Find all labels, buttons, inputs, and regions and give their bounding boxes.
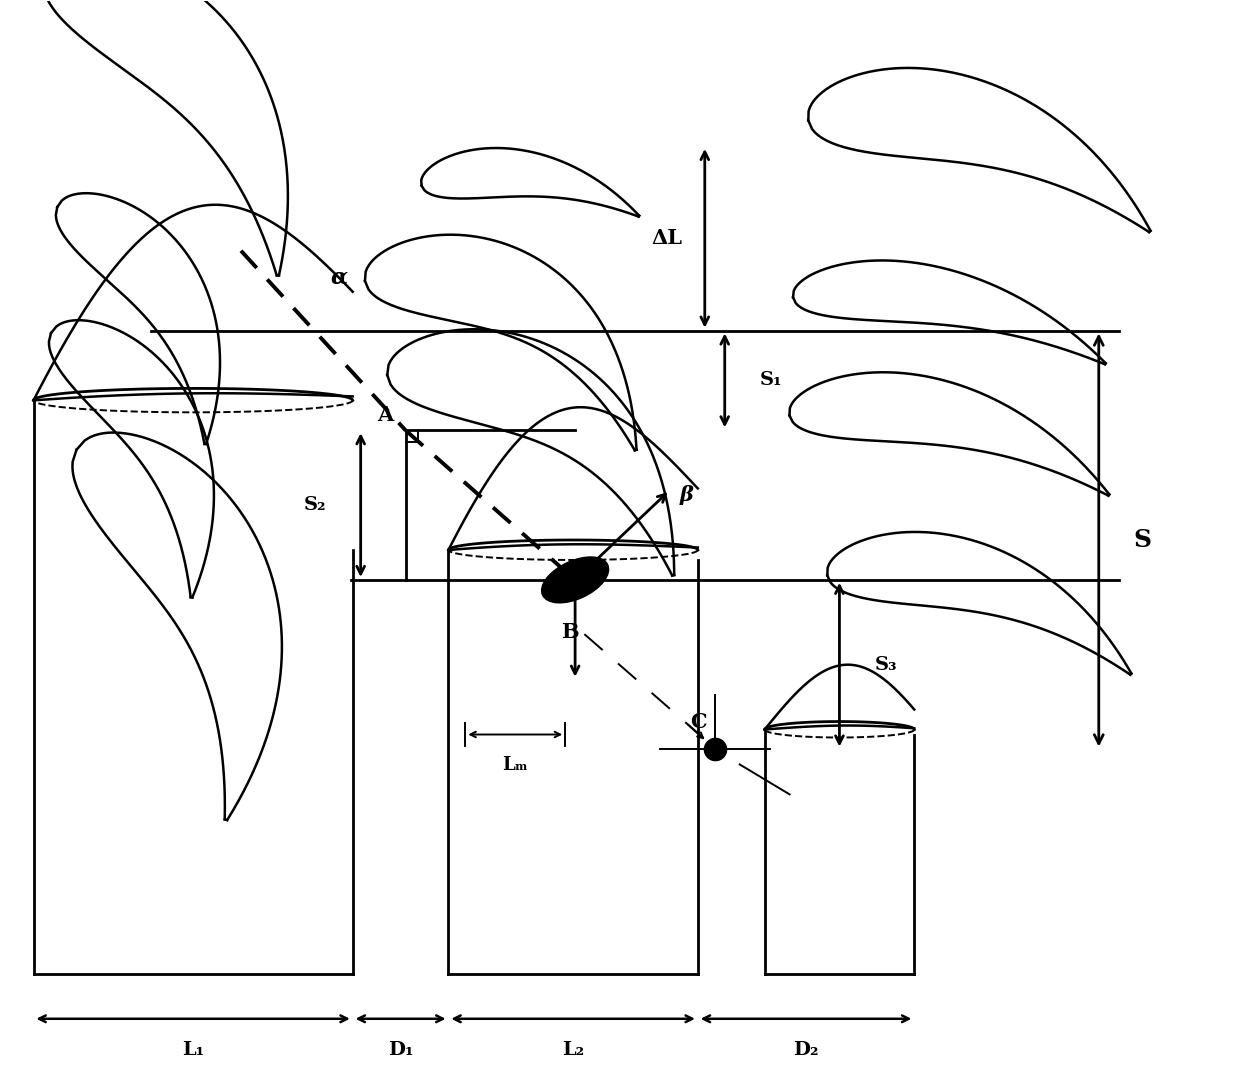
Text: B: B	[562, 622, 579, 642]
Text: D₂: D₂	[794, 1041, 818, 1059]
Text: S₂: S₂	[304, 496, 326, 514]
Text: A: A	[377, 406, 393, 425]
Text: C: C	[691, 712, 707, 731]
Text: L₁: L₁	[182, 1041, 205, 1059]
Text: β: β	[680, 485, 693, 506]
Text: S₃: S₃	[874, 655, 897, 674]
Text: L₂: L₂	[562, 1041, 584, 1059]
Text: α: α	[331, 267, 348, 289]
Text: S₁: S₁	[760, 371, 782, 390]
Ellipse shape	[542, 557, 609, 603]
Text: Lₘ: Lₘ	[502, 756, 528, 775]
Text: ΔL: ΔL	[651, 228, 682, 248]
Text: D₁: D₁	[388, 1041, 413, 1059]
Text: S: S	[1133, 528, 1152, 552]
